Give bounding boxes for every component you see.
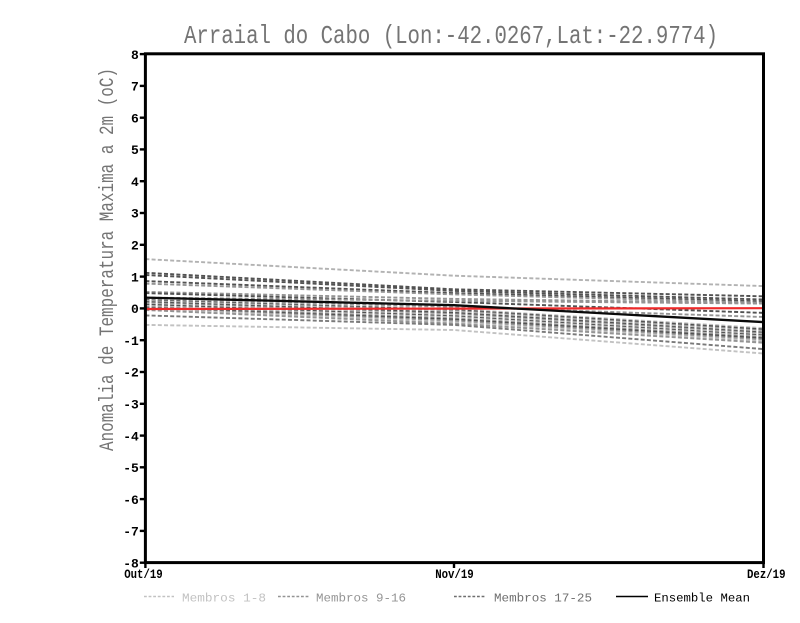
svg-text:-3: -3 [123, 398, 139, 413]
svg-text:-1: -1 [123, 334, 139, 349]
svg-text:-6: -6 [123, 493, 139, 508]
svg-text:Anomalia de Temperatura Maxima: Anomalia de Temperatura Maxima a 2m (oC) [97, 68, 120, 451]
svg-text:Membros 9-16: Membros 9-16 [316, 592, 406, 606]
svg-text:Dez/19: Dez/19 [747, 567, 786, 582]
svg-text:5: 5 [131, 143, 139, 158]
svg-text:Membros 17-25: Membros 17-25 [494, 592, 592, 606]
svg-text:Ensemble Mean: Ensemble Mean [654, 592, 750, 606]
svg-text:2: 2 [131, 239, 139, 254]
svg-text:8: 8 [131, 48, 139, 63]
svg-text:-2: -2 [123, 366, 139, 381]
svg-text:-7: -7 [123, 525, 139, 540]
svg-text:-8: -8 [123, 556, 139, 571]
svg-text:7: 7 [131, 80, 139, 95]
svg-text:6: 6 [131, 111, 139, 126]
svg-text:Nov/19: Nov/19 [435, 567, 474, 582]
svg-text:0: 0 [131, 302, 139, 317]
svg-text:Out/19: Out/19 [124, 567, 163, 582]
svg-text:-5: -5 [123, 461, 139, 476]
svg-text:-4: -4 [123, 429, 139, 444]
svg-text:3: 3 [131, 207, 139, 222]
svg-text:1: 1 [131, 270, 139, 285]
svg-text:Arraial do Cabo (Lon:-42.0267,: Arraial do Cabo (Lon:-42.0267,Lat:-22.97… [184, 21, 718, 51]
svg-text:Membros 1-8: Membros 1-8 [182, 592, 266, 606]
svg-text:4: 4 [131, 175, 139, 190]
